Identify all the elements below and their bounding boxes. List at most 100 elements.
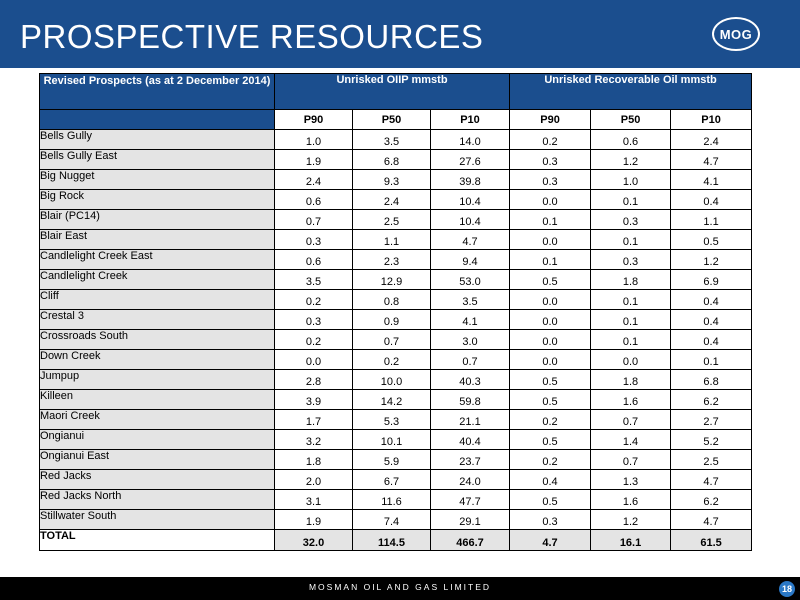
value-cell: 3.1 [274, 489, 353, 510]
value-cell: 0.3 [590, 209, 672, 230]
prospect-name-header: Revised Prospects (as at 2 December 2014… [39, 73, 275, 110]
value-cell: 10.4 [429, 189, 511, 210]
value-cell: 10.4 [429, 209, 511, 230]
total-value-cell: 4.7 [509, 529, 592, 551]
value-cell: 0.1 [509, 249, 592, 270]
value-cell: 53.0 [429, 269, 511, 290]
value-cell: 6.8 [670, 369, 753, 390]
value-cell: 0.1 [670, 349, 753, 370]
prospect-name: Stillwater South [39, 509, 275, 530]
total-value-cell: 466.7 [429, 529, 511, 551]
value-cell: 3.5 [352, 129, 431, 150]
total-label: TOTAL [39, 529, 275, 551]
value-cell: 4.7 [670, 469, 753, 490]
value-cell: 21.1 [429, 409, 511, 430]
value-cell: 24.0 [429, 469, 511, 490]
value-cell: 9.4 [429, 249, 511, 270]
prospect-name: Red Jacks North [39, 489, 275, 510]
prospect-name: Ongianui [39, 429, 275, 450]
value-cell: 0.9 [352, 309, 431, 330]
value-cell: 0.0 [509, 289, 592, 310]
prospect-name: Candlelight Creek East [39, 249, 275, 270]
value-cell: 0.4 [670, 329, 753, 350]
value-cell: 2.5 [352, 209, 431, 230]
page-number-badge: 18 [779, 581, 795, 597]
value-cell: 14.0 [429, 129, 511, 150]
value-cell: 2.4 [274, 169, 353, 190]
table-row: Ongianui 3.2 10.1 40.4 0.5 1.4 5.2 [39, 429, 753, 450]
value-cell: 0.5 [509, 389, 592, 410]
value-cell: 0.2 [274, 289, 353, 310]
value-cell: 1.9 [274, 509, 353, 530]
table-row: Crestal 3 0.3 0.9 4.1 0.0 0.1 0.4 [39, 309, 753, 330]
value-cell: 0.0 [509, 229, 592, 250]
value-cell: 1.6 [590, 389, 672, 410]
value-cell: 59.8 [429, 389, 511, 410]
recoverable-p50-header: P50 [590, 109, 672, 130]
value-cell: 0.3 [509, 149, 592, 170]
value-cell: 5.9 [352, 449, 431, 470]
value-cell: 0.4 [509, 469, 592, 490]
value-cell: 1.4 [590, 429, 672, 450]
value-cell: 1.3 [590, 469, 672, 490]
value-cell: 3.2 [274, 429, 353, 450]
total-value-cell: 16.1 [590, 529, 672, 551]
value-cell: 1.8 [590, 369, 672, 390]
value-cell: 2.4 [352, 189, 431, 210]
value-cell: 0.3 [509, 169, 592, 190]
value-cell: 2.0 [274, 469, 353, 490]
oiip-p10-header: P10 [429, 109, 511, 130]
prospect-name: Killeen [39, 389, 275, 410]
value-cell: 0.5 [509, 369, 592, 390]
prospect-name: Cliff [39, 289, 275, 310]
recoverable-group-header: Unrisked Recoverable Oil mmstb [509, 73, 753, 110]
value-cell: 11.6 [352, 489, 431, 510]
table-row: Blair East 0.3 1.1 4.7 0.0 0.1 0.5 [39, 229, 753, 250]
value-cell: 0.5 [509, 429, 592, 450]
table-row: Jumpup 2.8 10.0 40.3 0.5 1.8 6.8 [39, 369, 753, 390]
value-cell: 0.4 [670, 309, 753, 330]
value-cell: 6.2 [670, 489, 753, 510]
value-cell: 4.7 [670, 509, 753, 530]
value-cell: 0.3 [509, 509, 592, 530]
value-cell: 0.1 [590, 289, 672, 310]
prospect-name: Down Creek [39, 349, 275, 370]
table-row: Crossroads South 0.2 0.7 3.0 0.0 0.1 0.4 [39, 329, 753, 350]
value-cell: 0.1 [590, 189, 672, 210]
prospect-name: Candlelight Creek [39, 269, 275, 290]
value-cell: 10.0 [352, 369, 431, 390]
value-cell: 0.3 [590, 249, 672, 270]
value-cell: 0.0 [509, 349, 592, 370]
value-cell: 12.9 [352, 269, 431, 290]
value-cell: 1.7 [274, 409, 353, 430]
table-row: Red Jacks North 3.1 11.6 47.7 0.5 1.6 6.2 [39, 489, 753, 510]
table-row: Stillwater South 1.9 7.4 29.1 0.3 1.2 4.7 [39, 509, 753, 530]
table-row: Killeen 3.9 14.2 59.8 0.5 1.6 6.2 [39, 389, 753, 410]
value-cell: 0.3 [274, 229, 353, 250]
value-cell: 9.3 [352, 169, 431, 190]
value-cell: 0.7 [352, 329, 431, 350]
value-cell: 5.3 [352, 409, 431, 430]
value-cell: 29.1 [429, 509, 511, 530]
value-cell: 2.8 [274, 369, 353, 390]
value-cell: 1.8 [274, 449, 353, 470]
value-cell: 4.1 [429, 309, 511, 330]
value-cell: 3.9 [274, 389, 353, 410]
value-cell: 6.9 [670, 269, 753, 290]
value-cell: 27.6 [429, 149, 511, 170]
value-cell: 0.0 [509, 329, 592, 350]
footer-bar: MOSMAN OIL AND GAS LIMITED 18 [0, 577, 800, 600]
value-cell: 0.0 [509, 189, 592, 210]
value-cell: 0.5 [670, 229, 753, 250]
prospect-name: Jumpup [39, 369, 275, 390]
table-row: Candlelight Creek East 0.6 2.3 9.4 0.1 0.3 1.2 [39, 249, 753, 270]
value-cell: 0.8 [352, 289, 431, 310]
table-row: Blair (PC14) 0.7 2.5 10.4 0.1 0.3 1.1 [39, 209, 753, 230]
value-cell: 0.2 [274, 329, 353, 350]
value-cell: 1.0 [590, 169, 672, 190]
value-cell: 0.6 [590, 129, 672, 150]
oiip-p90-header: P90 [274, 109, 353, 130]
value-cell: 6.7 [352, 469, 431, 490]
table-row: Bells Gully 1.0 3.5 14.0 0.2 0.6 2.4 [39, 129, 753, 150]
value-cell: 0.0 [509, 309, 592, 330]
